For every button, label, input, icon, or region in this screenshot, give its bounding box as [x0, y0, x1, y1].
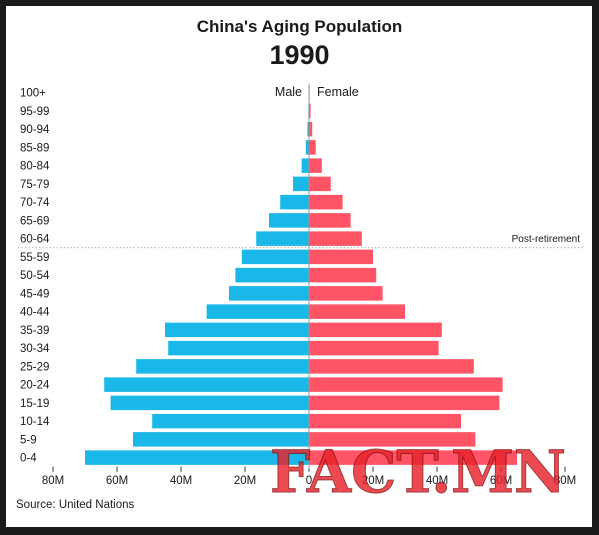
bar-female-5-9	[309, 432, 476, 447]
bar-female-40-44	[309, 304, 405, 319]
bar-male-55-59	[241, 249, 309, 265]
bar-male-65-69	[269, 213, 309, 228]
age-label-10-14: 10-14	[20, 416, 50, 428]
bar-female-85-89	[309, 140, 316, 155]
bar-male-70-74	[280, 194, 309, 210]
bar-male-5-9	[133, 432, 309, 447]
watermark-text: FACT.MN	[270, 438, 566, 506]
bar-male-40-44	[206, 304, 309, 319]
chart-title: China's Aging Population	[196, 17, 403, 36]
x-tick-label: 80M	[42, 475, 64, 487]
bar-female-75-79	[309, 176, 331, 192]
age-labels-group: 100+ 95-99 90-94 85-89 80-84 75-79 70-74 65-69 6…	[20, 88, 50, 465]
x-tick-label: 80M	[554, 475, 576, 487]
bar-male-10-14	[152, 413, 309, 429]
bar-female-35-39	[309, 322, 442, 338]
bar-female-60-64	[309, 231, 362, 246]
bar-male-85-89	[305, 140, 309, 155]
bar-female-45-49	[309, 286, 383, 301]
bar-male-45-49	[229, 286, 309, 301]
x-ticks-group: 80M 60M 40M 20M 0 20M 40M 60M 80M	[42, 466, 576, 487]
age-label-0-4: 0-4	[20, 453, 37, 465]
age-label-25-29: 25-29	[20, 361, 49, 373]
age-label-70-74: 70-74	[20, 197, 50, 209]
bar-female-10-14	[309, 413, 461, 429]
age-label-80-84: 80-84	[20, 161, 50, 173]
x-tick-label: 60M	[106, 475, 128, 487]
age-label-90-94: 90-94	[20, 124, 50, 136]
legend-female-label: Female	[317, 85, 359, 99]
bar-male-15-19	[110, 395, 309, 411]
age-label-20-24: 20-24	[20, 380, 50, 392]
age-label-100+: 100+	[20, 88, 46, 100]
age-label-95-99: 95-99	[20, 106, 49, 118]
bar-female-95-99	[309, 103, 311, 119]
age-label-50-54: 50-54	[20, 270, 50, 282]
age-label-5-9: 5-9	[20, 434, 37, 446]
age-label-60-64: 60-64	[20, 234, 50, 246]
bar-male-35-39	[165, 322, 309, 338]
bar-female-30-34	[309, 340, 439, 356]
age-label-40-44: 40-44	[20, 307, 50, 319]
bar-male-20-24	[104, 377, 309, 392]
bars-group	[85, 85, 517, 465]
x-tick-label: 20M	[234, 475, 256, 487]
age-label-15-19: 15-19	[20, 398, 49, 410]
bar-male-50-54	[235, 267, 309, 283]
bar-male-30-34	[168, 340, 309, 356]
bar-female-0-4	[309, 450, 517, 465]
legend-male-label: Male	[275, 85, 302, 99]
source-note: Source: United Nations	[16, 499, 135, 511]
bar-female-20-24	[309, 377, 503, 392]
bar-male-90-94	[307, 121, 309, 137]
age-label-65-69: 65-69	[20, 215, 49, 227]
bar-male-25-29	[136, 359, 309, 374]
age-label-35-39: 35-39	[20, 325, 49, 337]
age-label-75-79: 75-79	[20, 179, 49, 191]
age-label-85-89: 85-89	[20, 142, 49, 154]
bar-female-90-94	[309, 121, 313, 137]
age-label-45-49: 45-49	[20, 288, 49, 300]
watermark: FACT.MN	[270, 438, 567, 507]
bar-female-80-84	[309, 158, 322, 173]
bar-male-0-4	[85, 450, 309, 465]
x-tick-label: 40M	[426, 475, 448, 487]
bar-female-15-19	[309, 395, 500, 411]
bar-female-50-54	[309, 267, 377, 283]
post-retirement-label: Post-retirement	[512, 234, 581, 245]
bar-female-55-59	[309, 249, 373, 265]
age-label-30-34: 30-34	[20, 343, 50, 355]
x-tick-label: 60M	[490, 475, 512, 487]
x-tick-label: 0	[306, 475, 312, 487]
bar-female-65-69	[309, 213, 351, 228]
chart-year: 1990	[269, 40, 330, 70]
bar-female-25-29	[309, 359, 474, 374]
x-tick-label: 40M	[170, 475, 192, 487]
x-tick-label: 20M	[362, 475, 384, 487]
bar-female-70-74	[309, 194, 343, 210]
bar-male-80-84	[301, 158, 309, 173]
age-label-55-59: 55-59	[20, 252, 49, 264]
bar-male-75-79	[293, 176, 309, 192]
bar-male-60-64	[256, 231, 309, 246]
